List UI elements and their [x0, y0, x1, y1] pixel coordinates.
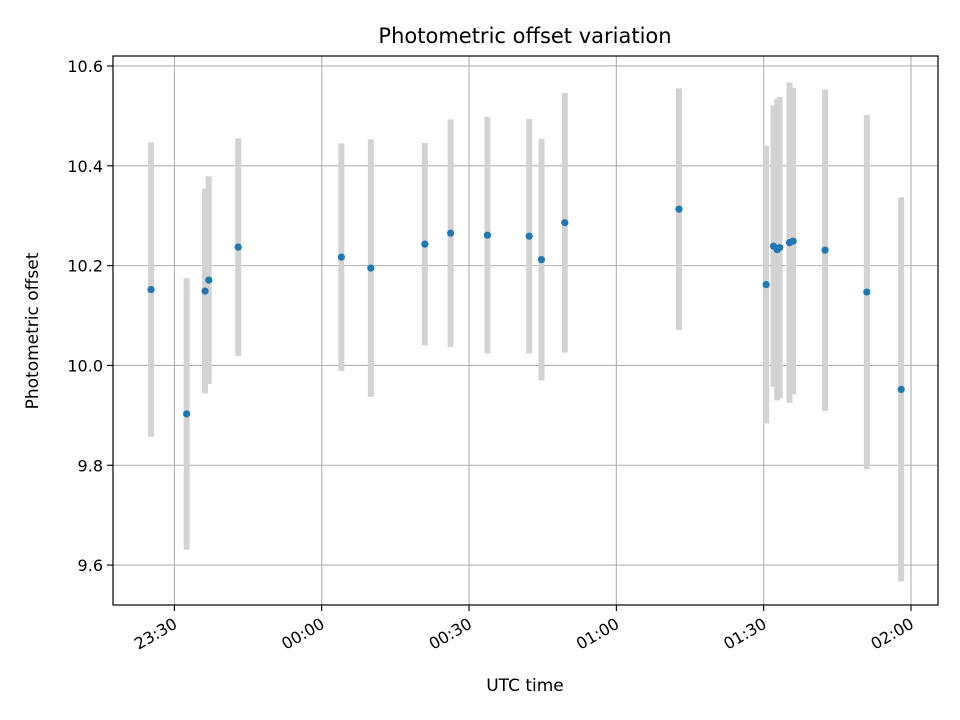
plot-frame [112, 55, 939, 606]
x-tick-label: 01:30 [720, 614, 769, 654]
data-point [776, 244, 784, 252]
data-point [789, 237, 797, 245]
data-point [821, 246, 829, 254]
errorbar-layer [148, 82, 905, 582]
chart-title: Photometric offset variation [378, 24, 671, 48]
y-tick-label: 9.8 [78, 456, 103, 475]
x-tick-label: 02:00 [868, 614, 917, 654]
y-tick-label: 10.2 [67, 257, 103, 276]
data-point [201, 287, 209, 295]
data-point [675, 205, 683, 213]
y-tick-label: 9.6 [78, 556, 103, 575]
data-point [762, 280, 770, 289]
point-layer [147, 205, 905, 418]
x-tick-label: 23:30 [131, 614, 180, 654]
data-point [561, 219, 569, 227]
data-point [447, 229, 455, 237]
data-point [525, 232, 533, 240]
data-point [537, 256, 546, 264]
y-tick-label: 10.6 [67, 57, 103, 76]
data-point [897, 385, 905, 393]
y-axis-title: Photometric offset [23, 252, 43, 409]
data-point [147, 285, 155, 294]
data-point [183, 410, 191, 418]
data-point [483, 231, 492, 239]
x-tick-label: 00:00 [278, 614, 327, 654]
data-point [234, 243, 242, 251]
data-point [337, 253, 345, 261]
x-axis-title: UTC time [486, 676, 564, 696]
data-point [205, 276, 213, 284]
x-tick-label: 00:30 [426, 614, 475, 654]
y-tick-label: 10.4 [67, 157, 103, 176]
data-point [863, 288, 871, 296]
x-tick-label: 01:00 [573, 614, 622, 654]
data-point [421, 240, 429, 248]
y-tick-label: 10.0 [67, 356, 103, 375]
data-point [367, 264, 375, 272]
